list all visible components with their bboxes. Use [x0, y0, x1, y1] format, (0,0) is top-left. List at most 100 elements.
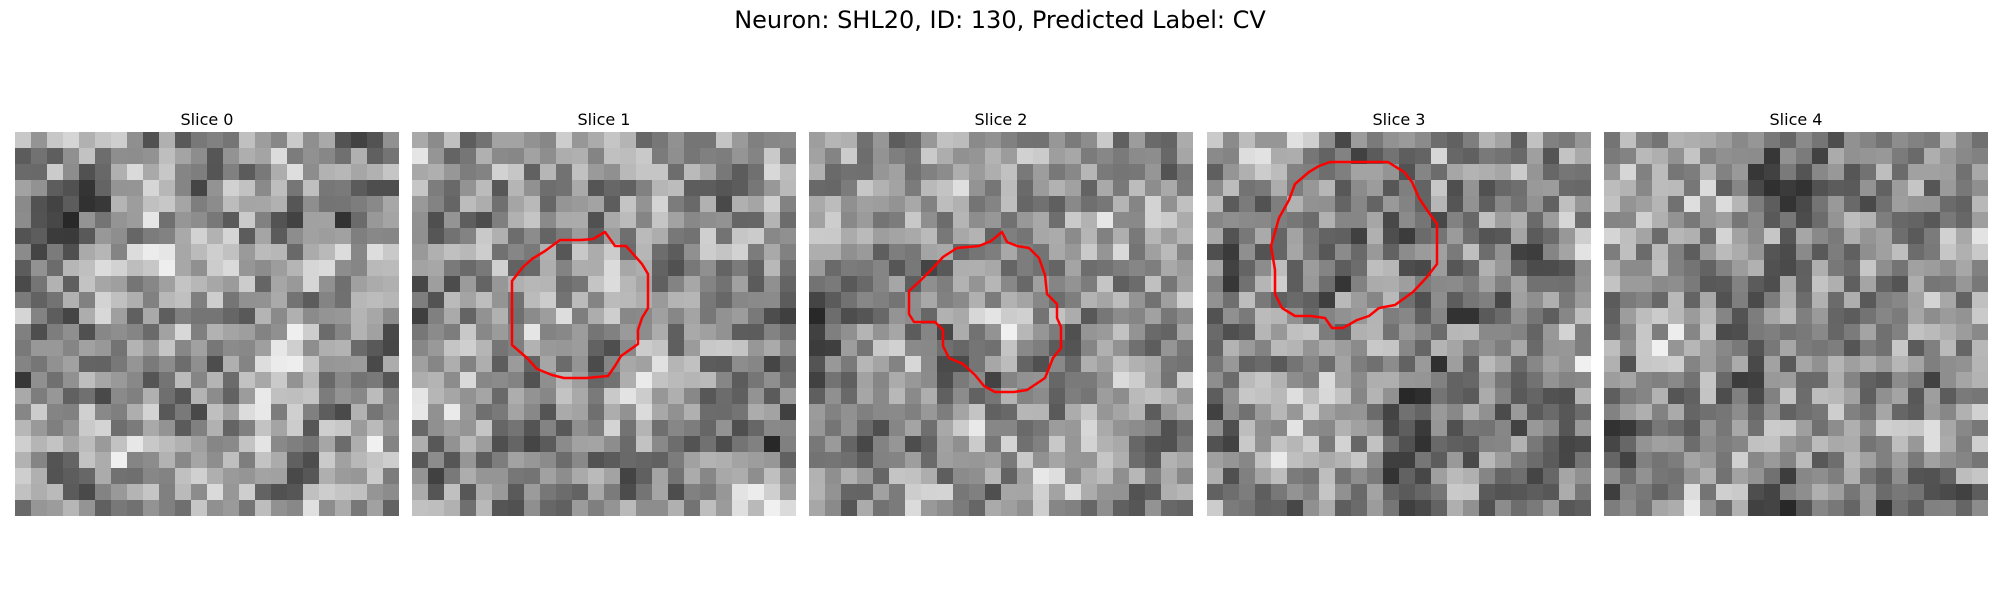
image-pixel [1620, 292, 1637, 309]
image-pixel [1447, 324, 1464, 341]
image-pixel [127, 484, 144, 501]
image-pixel [1431, 148, 1448, 165]
image-pixel [492, 164, 509, 181]
image-pixel [1017, 180, 1034, 197]
image-pixel [524, 436, 541, 453]
image-pixel [428, 228, 445, 245]
image-pixel [684, 324, 701, 341]
image-pixel [748, 404, 765, 421]
image-pixel [223, 276, 240, 293]
image-pixel [383, 148, 399, 165]
image-pixel [175, 276, 192, 293]
image-pixel [969, 180, 986, 197]
image-pixel [780, 244, 796, 261]
image-pixel [159, 484, 176, 501]
image-pixel [1620, 404, 1637, 421]
image-pixel [1367, 260, 1384, 277]
image-pixel [937, 244, 954, 261]
image-pixel [367, 436, 384, 453]
image-pixel [319, 500, 336, 516]
image-pixel [287, 356, 304, 373]
image-pixel [1748, 340, 1765, 357]
image-pixel [556, 260, 573, 277]
image-pixel [1940, 468, 1957, 485]
image-pixel [428, 452, 445, 469]
image-pixel [159, 276, 176, 293]
image-pixel [1559, 164, 1576, 181]
image-pixel [1876, 292, 1893, 309]
image-pixel [1604, 452, 1621, 469]
image-pixel [1447, 388, 1464, 405]
image-pixel [1399, 436, 1416, 453]
image-pixel [351, 196, 368, 213]
image-pixel [383, 484, 399, 501]
image-pixel [1828, 308, 1845, 325]
image-pixel [111, 388, 128, 405]
image-pixel [1367, 308, 1384, 325]
image-pixel [1511, 260, 1528, 277]
image-pixel [1559, 324, 1576, 341]
image-pixel [1828, 420, 1845, 437]
image-pixel [1972, 260, 1988, 277]
image-pixel [1892, 196, 1909, 213]
image-pixel [111, 132, 128, 149]
image-pixel [540, 308, 557, 325]
image-pixel [476, 132, 493, 149]
image-pixel [79, 196, 96, 213]
image-pixel [572, 196, 589, 213]
image-pixel [1511, 340, 1528, 357]
image-pixel [1543, 324, 1560, 341]
image-pixel [1543, 500, 1560, 516]
image-pixel [239, 244, 256, 261]
image-pixel [668, 324, 685, 341]
image-pixel [444, 324, 461, 341]
image-pixel [15, 388, 32, 405]
image-pixel [143, 500, 160, 516]
image-pixel [191, 164, 208, 181]
image-pixel [1207, 228, 1224, 245]
image-pixel [1033, 148, 1050, 165]
image-pixel [1431, 452, 1448, 469]
image-pixel [412, 404, 429, 421]
image-pixel [572, 180, 589, 197]
image-pixel [1049, 228, 1066, 245]
image-pixel [572, 388, 589, 405]
image-pixel [1908, 228, 1925, 245]
image-pixel [1575, 324, 1591, 341]
image-pixel [1399, 212, 1416, 229]
image-pixel [1017, 148, 1034, 165]
image-pixel [1700, 180, 1717, 197]
image-pixel [1001, 276, 1018, 293]
image-pixel [444, 372, 461, 389]
image-pixel [1796, 308, 1813, 325]
image-pixel [1463, 452, 1480, 469]
image-pixel [953, 388, 970, 405]
image-pixel [1700, 228, 1717, 245]
image-pixel [1479, 276, 1496, 293]
image-pixel [492, 244, 509, 261]
image-pixel [111, 292, 128, 309]
image-pixel [1876, 276, 1893, 293]
image-pixel [889, 372, 906, 389]
image-pixel [985, 436, 1002, 453]
image-pixel [604, 340, 621, 357]
image-pixel [905, 164, 922, 181]
image-pixel [841, 164, 858, 181]
image-pixel [1113, 132, 1130, 149]
image-pixel [1287, 404, 1304, 421]
image-pixel [287, 164, 304, 181]
image-pixel [1495, 180, 1512, 197]
image-pixel [524, 340, 541, 357]
image-pixel [239, 292, 256, 309]
image-pixel [1081, 420, 1098, 437]
image-pixel [444, 148, 461, 165]
image-pixel [716, 404, 733, 421]
image-pixel [1892, 164, 1909, 181]
image-pixel [476, 452, 493, 469]
image-pixel [732, 436, 749, 453]
image-pixel [668, 180, 685, 197]
image-pixel [159, 420, 176, 437]
image-pixel [1700, 340, 1717, 357]
image-pixel [953, 132, 970, 149]
image-pixel [1081, 276, 1098, 293]
